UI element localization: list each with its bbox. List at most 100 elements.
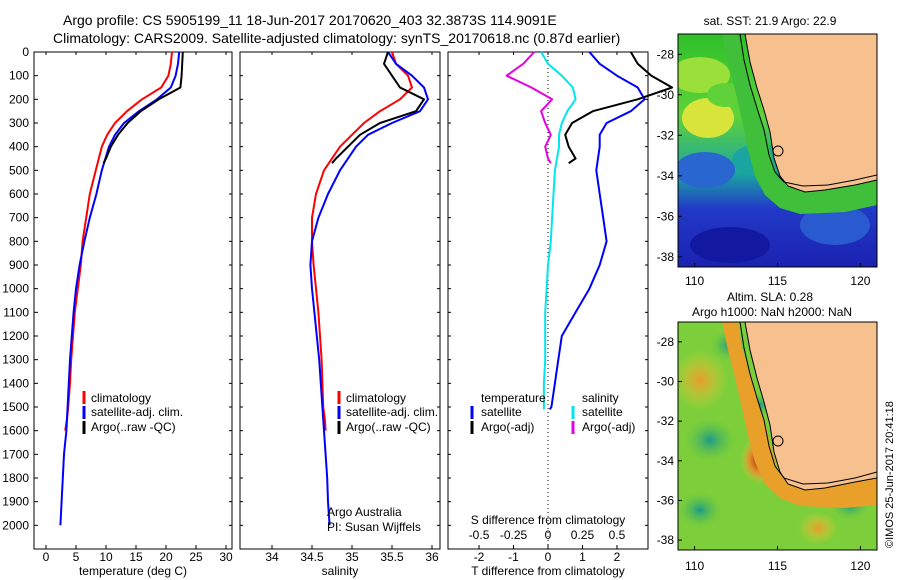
- sla-map-image: [678, 322, 877, 550]
- difference-legend: temperature satellite Argo(-adj) salinit…: [470, 391, 635, 434]
- legend-heading-salinity: salinity: [582, 391, 619, 405]
- depth-tick-label: 1800: [2, 471, 29, 485]
- header-line-1: Argo profile: CS 5905199_11 18-Jun-2017 …: [63, 12, 557, 28]
- lat-tick-label: -28: [657, 47, 675, 61]
- series-line-satellite: [548, 51, 646, 410]
- series-line-argo-adj: [564, 51, 674, 165]
- depth-tick-label: 0: [22, 45, 29, 59]
- depth-tick-label: 400: [9, 140, 29, 154]
- depth-tick-label: 1000: [2, 282, 29, 296]
- s-tick-label: -0.25: [500, 528, 528, 542]
- lon-tick-label: 115: [768, 559, 787, 573]
- x-tick-label: 36: [425, 550, 439, 564]
- lat-tick-label: -30: [657, 374, 675, 388]
- sla-map-axes: -28 -30 -32 -34 -36 -38 110 115 120: [657, 335, 871, 573]
- x-tick-label: 20: [159, 550, 173, 564]
- temperature-plot-frame: [33, 51, 233, 550]
- legend-label-satellite: satellite-adj. clim.: [346, 405, 438, 419]
- lat-tick-label: -34: [657, 454, 675, 468]
- depth-tick-label: 1400: [2, 376, 29, 390]
- legend-label-satellite: satellite-adj. clim.: [91, 405, 183, 419]
- depth-tick-label: 800: [9, 234, 29, 248]
- s-difference-axis: -0.5 -0.25 0 0.25 0.5: [469, 528, 626, 542]
- salinity-annotation-line-2: PI: Susan Wijffels: [327, 520, 421, 534]
- s-tick-label: 0.25: [571, 528, 595, 542]
- t-difference-axis: -2 -1 0 1 2: [474, 52, 621, 564]
- depth-tick-label: 1200: [2, 329, 29, 343]
- s-tick-label: 0: [545, 528, 552, 542]
- x-tick-label: 2: [614, 550, 621, 564]
- x-tick-label: -1: [508, 550, 519, 564]
- legend-label-s-satellite: satellite: [582, 405, 623, 419]
- s-tick-label: 0.5: [609, 528, 626, 542]
- x-tick-label: 35.5: [380, 550, 404, 564]
- sla-map-title: Altim. SLA: 0.28: [727, 290, 813, 304]
- legend-label-s-argo: Argo(-adj): [582, 420, 635, 434]
- x-tick-label: 35: [345, 550, 359, 564]
- series-line-climatology: [64, 51, 173, 431]
- temperature-axis: 0 5 10 15 20 25 30: [43, 52, 233, 564]
- land-mass: [745, 322, 877, 490]
- series-line-argo-adj: [505, 51, 554, 164]
- sst-map-axes: -28 -30 -32 -34 -36 -38 110 115 120: [657, 47, 871, 288]
- lon-tick-label: 120: [850, 274, 870, 288]
- depth-tick-label: 1300: [2, 353, 29, 367]
- x-tick-label: 34: [265, 550, 279, 564]
- legend-label-argo: Argo(..raw -QC): [346, 420, 431, 434]
- legend-label-argo: Argo(..raw -QC): [91, 420, 176, 434]
- series-line-argo-raw-qc: [331, 51, 425, 164]
- argo-position-marker: [772, 435, 784, 447]
- legend-label-climatology: climatology: [91, 391, 151, 405]
- x-tick-label: 1: [579, 550, 586, 564]
- lat-tick-label: -32: [657, 128, 675, 142]
- salinity-annotation-line-1: Argo Australia: [327, 505, 402, 519]
- temperature-legend: climatology satellite-adj. clim. Argo(..…: [82, 391, 183, 434]
- x-tick-label: 15: [129, 550, 143, 564]
- lat-tick-label: -38: [657, 250, 675, 264]
- t-difference-label: T difference from climatology: [471, 564, 625, 578]
- difference-panel: -2 -1 0 1 2 -0.5 -0.25 0 0.25 0.5 S difference f…: [447, 51, 674, 578]
- lon-tick-label: 110: [685, 559, 704, 573]
- salinity-panel: 34 34.5 35 35.5 36 salinity climatology sate…: [239, 51, 441, 578]
- header-line-2: Climatology: CARS2009. Satellite-adjuste…: [53, 30, 620, 46]
- x-tick-label: 0: [545, 550, 552, 564]
- x-tick-label: 25: [189, 550, 203, 564]
- x-tick-label: -2: [474, 550, 485, 564]
- land-mass: [745, 34, 877, 192]
- depth-tick-label: 1500: [2, 400, 29, 414]
- salinity-plot-frame: [239, 51, 441, 550]
- depth-tick-label: 600: [9, 187, 29, 201]
- series-line-argo-raw-qc: [102, 51, 184, 164]
- x-tick-label: 10: [99, 550, 113, 564]
- copyright-timestamp: ©IMOS 25-Jun-2017 20:41:18: [884, 401, 896, 548]
- lon-tick-label: 115: [768, 274, 787, 288]
- depth-tick-label: 200: [9, 92, 29, 106]
- sst-map-title: sat. SST: 21.9 Argo: 22.9: [704, 14, 837, 28]
- depth-tick-label: 900: [9, 258, 29, 272]
- salinity-legend: climatology satellite-adj. clim. Argo(..…: [337, 391, 438, 434]
- sla-map-panel: Altim. SLA: 0.28 Argo h1000: NaN h2000: …: [657, 290, 878, 573]
- depth-tick-label: 2000: [2, 518, 29, 532]
- lat-tick-label: -36: [657, 493, 675, 507]
- lat-tick-label: -30: [657, 88, 675, 102]
- salinity-series: [309, 51, 429, 526]
- salinity-axis: 34 34.5 35 35.5 36: [265, 52, 439, 564]
- lon-tick-label: 120: [850, 559, 870, 573]
- depth-tick-label: 700: [9, 211, 29, 225]
- legend-label-t-argo: Argo(-adj): [481, 420, 534, 434]
- depth-tick-label: 100: [9, 69, 29, 83]
- lat-tick-label: -36: [657, 209, 675, 223]
- depth-tick-label: 300: [9, 116, 29, 130]
- lat-tick-label: -38: [657, 533, 675, 547]
- series-line-satellite: [540, 51, 577, 410]
- lat-tick-label: -28: [657, 335, 675, 349]
- x-tick-label: 5: [73, 550, 80, 564]
- depth-tick-label: 1700: [2, 447, 29, 461]
- x-tick-label: 0: [43, 550, 50, 564]
- sla-map-subtitle: Argo h1000: NaN h2000: NaN: [692, 305, 852, 319]
- depth-tick-label: 1100: [3, 305, 29, 319]
- s-tick-label: -0.5: [469, 528, 490, 542]
- argo-position-marker: [772, 145, 784, 157]
- salinity-xlabel: salinity: [322, 564, 359, 578]
